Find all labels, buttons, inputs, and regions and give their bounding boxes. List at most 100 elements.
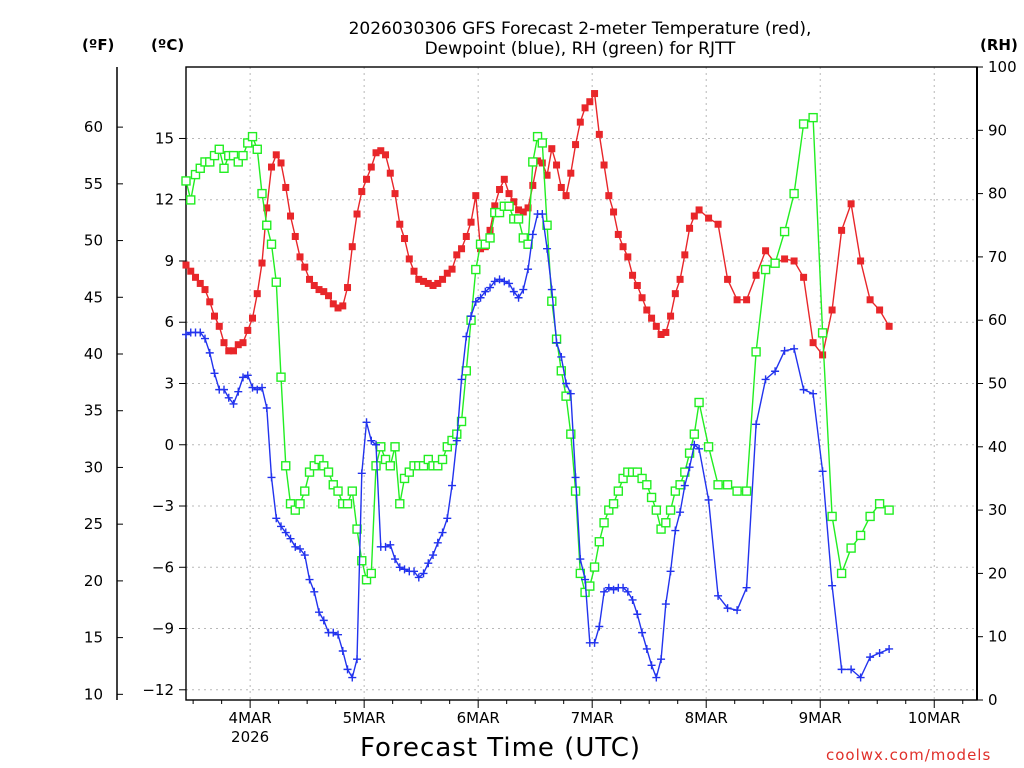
dewpoint-point [362, 418, 371, 427]
temperature-point [401, 235, 409, 243]
temperature-point [287, 212, 295, 220]
rh-point [670, 486, 681, 496]
fahrenheit-tick-label: 35 [84, 402, 103, 420]
rh-point [238, 150, 248, 161]
rh-point [836, 568, 847, 579]
dewpoint-point [220, 385, 229, 394]
rh-point [494, 207, 505, 218]
temperature-point [781, 255, 789, 263]
fahrenheit-unit-label: (ºF) [82, 36, 115, 54]
temperature-point [605, 192, 613, 200]
rh-point [433, 461, 443, 471]
temperature-point [462, 232, 470, 240]
dewpoint-point [467, 312, 476, 321]
dewpoint-point [856, 673, 865, 682]
temperature-point [838, 226, 846, 234]
temperature-point [353, 210, 361, 218]
temperature-point [847, 200, 855, 208]
dewpoint-point [780, 346, 789, 355]
dewpoint-point [581, 575, 590, 584]
dewpoint-point [462, 332, 471, 341]
rh-point [228, 150, 239, 161]
temperature-point [382, 151, 390, 159]
rh-point [566, 429, 576, 439]
fahrenheit-tick-label: 25 [84, 515, 103, 533]
x-tick-label: 10MAR [908, 709, 961, 727]
celsius-tick-label: −9 [152, 620, 174, 638]
rh-point [276, 372, 286, 382]
dewpoint-point [296, 544, 305, 553]
temperature-point [614, 230, 622, 238]
dewpoint-point [885, 644, 894, 653]
x-tick-label: 6MAR [457, 709, 500, 727]
temperature-point [206, 298, 214, 306]
rh-point [770, 258, 780, 268]
temperature-point [510, 198, 518, 206]
rh-point [357, 556, 367, 566]
temperature-point [705, 214, 713, 222]
temperature-point [638, 294, 646, 302]
temperature-point [291, 232, 299, 240]
rh-point [779, 226, 790, 237]
temperature-point [253, 290, 261, 298]
rh-point [252, 144, 262, 154]
dewpoint-point [438, 528, 447, 537]
temperature-point [743, 296, 751, 304]
temperature-point [586, 98, 594, 106]
rh-point [309, 461, 319, 471]
rh-point [423, 454, 433, 465]
temperature-point [610, 208, 618, 216]
rh-point [789, 188, 799, 199]
dewpoint-point [661, 600, 670, 609]
dewpoint-point [528, 230, 537, 239]
temperature-point [258, 259, 266, 267]
dewpoint-point [685, 463, 694, 472]
temperature-point [301, 263, 309, 271]
temperature-point [752, 271, 760, 279]
dewpoint-point [433, 538, 442, 547]
dewpoint-line [185, 213, 890, 680]
temperature-point [334, 304, 342, 312]
dewpoint-point [600, 587, 609, 596]
rh-point [281, 461, 291, 471]
rh-point [471, 264, 481, 275]
fahrenheit-tick-label: 55 [84, 175, 103, 193]
rh-point [694, 397, 704, 408]
dewpoint-point [310, 587, 319, 596]
dewpoint-point [638, 628, 647, 637]
temperature-point [591, 90, 599, 98]
dewpoint-point [267, 473, 276, 482]
temperature-point [724, 275, 732, 283]
rh-point [257, 188, 267, 199]
temperature-point [648, 314, 656, 322]
rh-point [585, 581, 595, 591]
dewpoint-point [509, 287, 518, 296]
dewpoint-point [666, 567, 675, 576]
rh-point [219, 163, 229, 173]
dewpoint-point [647, 661, 656, 670]
temperature-point [595, 130, 603, 138]
rh-point [214, 144, 224, 154]
rh-point [385, 461, 395, 471]
rh-point [371, 461, 381, 471]
rh-point [342, 499, 353, 509]
rh-point [243, 138, 253, 148]
chart-title-line-1: 2026030306 GFS Forecast 2-meter Temperat… [348, 19, 812, 39]
rh-point [513, 214, 524, 224]
temperature-point [358, 188, 366, 196]
dewpoint-point [305, 575, 314, 584]
rh-point [594, 537, 605, 547]
dewpoint-point [543, 244, 552, 253]
dewpoint-point [300, 551, 309, 560]
temperature-point [557, 183, 565, 191]
temperature-point [505, 190, 513, 198]
dewpoint-point [571, 473, 580, 482]
temperature-point [500, 175, 508, 183]
rh-point [556, 366, 567, 376]
rh-point [304, 467, 315, 477]
temperature-point [885, 322, 893, 330]
dewpoint-point [243, 371, 252, 380]
rh-point [209, 150, 220, 161]
rh-point [195, 163, 205, 173]
dewpoint-point [372, 440, 381, 449]
